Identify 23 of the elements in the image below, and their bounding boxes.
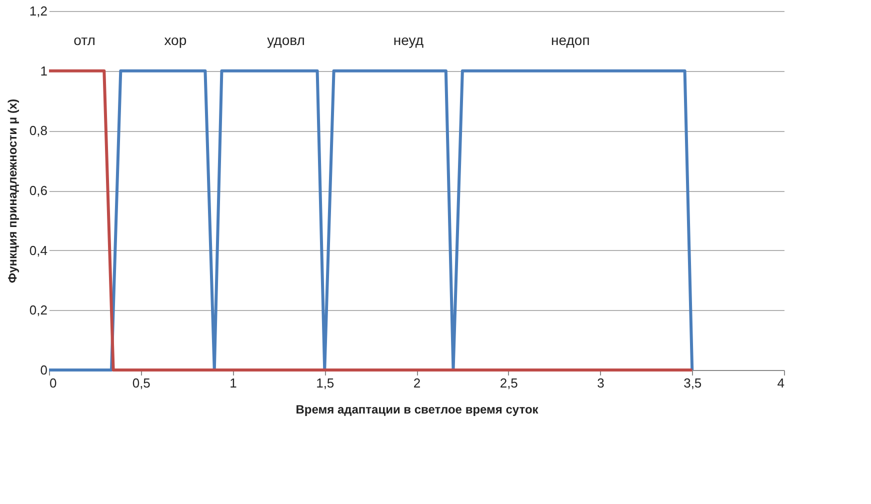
x-tick-label: 1 [230,376,237,390]
y-tick-label: 0,4 [29,242,48,258]
x-tick-label: 1,5 [316,376,334,390]
y-tick-label: 0,8 [29,123,48,138]
x-tick-label: 3,5 [684,376,702,390]
annotation: неуд [393,32,424,48]
x-axis-title: Время адаптации в светлое время суток [296,402,540,416]
y-axis-title: Функция принадлежности μ (x) [5,98,20,284]
x-tick-label: 2,5 [500,376,518,390]
y-tick-label: 0,2 [29,302,48,318]
y-tick-label: 0,6 [29,183,48,198]
x-tick-label: 4 [777,376,784,390]
x-tick-label: 0 [50,376,57,390]
y-tick-label: 1,2 [29,4,48,18]
x-tick-label: 0,5 [132,376,150,390]
x-tick-label: 3 [597,376,604,390]
y-tick-label: 0 [40,362,48,378]
annotation: отл [74,32,96,48]
x-tick-label: 2 [413,376,421,390]
y-tick-label: 1 [40,63,48,78]
annotation: хор [164,32,187,48]
annotation: удовл [267,32,305,48]
annotation: недоп [551,32,590,48]
